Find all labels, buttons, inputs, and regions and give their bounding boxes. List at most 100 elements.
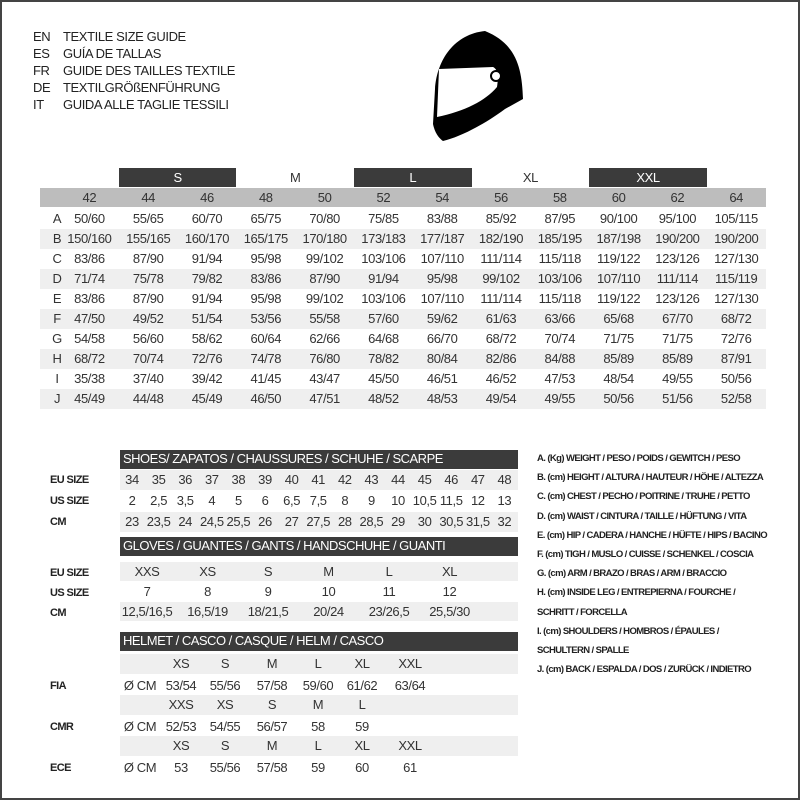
measurement-value: 50/56 bbox=[720, 371, 752, 386]
shoe-size-value: 47 bbox=[470, 472, 485, 487]
row-shading bbox=[120, 470, 518, 490]
measurement-value: 119/122 bbox=[596, 251, 641, 266]
title-text: TEXTILE SIZE GUIDE bbox=[63, 29, 186, 44]
shoe-size-value: 6 bbox=[261, 493, 269, 508]
helmet-size-label: S bbox=[267, 697, 277, 712]
measurement-value: 173/183 bbox=[361, 231, 406, 246]
measurement-value: 49/55 bbox=[662, 371, 693, 386]
measurement-value: 123/126 bbox=[655, 291, 700, 306]
row-label: J bbox=[53, 391, 61, 406]
glove-size-value: 18/21,5 bbox=[247, 604, 289, 619]
title-row: EN TEXTILE SIZE GUIDE bbox=[33, 28, 235, 45]
language-code: FR bbox=[33, 63, 50, 78]
measurement-value: 99/102 bbox=[305, 291, 344, 306]
shoe-size-value: 24,5 bbox=[199, 514, 224, 529]
shoe-size-value: 26 bbox=[258, 514, 272, 529]
shoe-size-value: 25,5 bbox=[226, 514, 251, 529]
measurement-value: 119/122 bbox=[596, 291, 641, 306]
legend-line: C. (cm) CHEST / PECHO / POITRINE / TRUHE… bbox=[537, 491, 750, 503]
measurement-value: 71/75 bbox=[603, 331, 634, 346]
measurement-value: 52/58 bbox=[720, 391, 752, 406]
size-row-shading bbox=[120, 654, 518, 674]
row-label: E bbox=[52, 291, 62, 306]
helmet-size-value: 59 bbox=[311, 760, 325, 775]
helmet-size-label: XS bbox=[172, 738, 190, 753]
measurement-value: 95/98 bbox=[426, 271, 458, 286]
measurement-value: 46/51 bbox=[426, 371, 458, 386]
measurement-value: 177/187 bbox=[420, 231, 465, 246]
measurement-value: 80/84 bbox=[426, 351, 458, 366]
shoe-size-value: 2,5 bbox=[150, 493, 168, 508]
measurement-value: 70/74 bbox=[544, 331, 576, 346]
measurement-value: 47/50 bbox=[74, 311, 105, 326]
measurement-value: 70/80 bbox=[309, 211, 340, 226]
measurement-value: 68/72 bbox=[720, 311, 752, 326]
helmet-size-value: 59 bbox=[355, 719, 369, 734]
shoe-size-value: 12 bbox=[470, 493, 485, 508]
measurement-value: 90/100 bbox=[599, 211, 638, 226]
measurement-value: 50/56 bbox=[603, 391, 634, 406]
measurement-value: 43/47 bbox=[309, 371, 340, 386]
measurement-value: 95/100 bbox=[658, 211, 697, 226]
row-label: CM bbox=[50, 516, 67, 528]
measurement-value: 49/54 bbox=[485, 391, 517, 406]
measurement-value: 51/54 bbox=[191, 311, 223, 326]
glove-size-value: 9 bbox=[264, 584, 272, 599]
size-row-shading bbox=[120, 736, 518, 756]
measurement-value: 44/48 bbox=[132, 391, 164, 406]
helmet-size-value: 63/64 bbox=[394, 678, 426, 693]
measurement-value: 103/106 bbox=[361, 251, 406, 266]
measurement-value: 115/119 bbox=[715, 271, 758, 286]
measurement-value: 55/58 bbox=[309, 311, 340, 326]
size-group-label: XL bbox=[522, 170, 539, 185]
legend-line: H. (cm) INSIDE LEG / ENTREPIERNA / FOURC… bbox=[537, 587, 736, 599]
measurement-value: 87/90 bbox=[132, 291, 164, 306]
helmet-size-label: L bbox=[314, 656, 322, 671]
helmet-size-value: 53/54 bbox=[165, 678, 197, 693]
row-label: C bbox=[52, 251, 62, 266]
measurement-value: 39/42 bbox=[191, 371, 223, 386]
helmet-size-label: M bbox=[266, 656, 278, 671]
row-label: EU SIZE bbox=[50, 567, 89, 579]
helmet-size-value: 61/62 bbox=[346, 678, 378, 693]
measurement-value: 87/90 bbox=[309, 271, 340, 286]
helmet-size-value: 54/55 bbox=[209, 719, 241, 734]
legend-line: G. (cm) ARM / BRAZO / BRAS / ARM / BRACC… bbox=[537, 568, 727, 580]
size-group-xxl bbox=[589, 168, 707, 187]
shoe-size-value: 2 bbox=[128, 493, 136, 508]
shoe-size-value: 43 bbox=[364, 472, 379, 487]
measurement-value: 107/110 bbox=[596, 271, 641, 286]
row-shading bbox=[120, 562, 518, 581]
legend-line: F. (cm) TIGH / MUSLO / CUISSE / SCHENKEL… bbox=[537, 549, 754, 561]
helmet-size-label: L bbox=[314, 738, 322, 753]
language-code: IT bbox=[33, 97, 44, 112]
measurement-value: 190/200 bbox=[714, 231, 759, 246]
shoe-size-value: 30 bbox=[417, 514, 432, 529]
row-label: A bbox=[52, 211, 62, 226]
measurement-value: 54/58 bbox=[74, 331, 105, 346]
size-number: 46 bbox=[200, 190, 214, 205]
legend-line: A. (Kg) WEIGHT / PESO / POIDS / GEWITCH … bbox=[537, 453, 741, 464]
measurement-value: 76/80 bbox=[309, 351, 340, 366]
measurement-value: 58/62 bbox=[191, 331, 223, 346]
measurement-value: 46/52 bbox=[485, 371, 517, 386]
size-number-header bbox=[40, 188, 766, 207]
measurement-value: 62/66 bbox=[309, 331, 340, 346]
measurement-value: 66/70 bbox=[426, 331, 458, 346]
shoe-size-value: 6,5 bbox=[283, 493, 301, 508]
glove-size-value: XL bbox=[441, 564, 458, 579]
size-number: 56 bbox=[494, 190, 508, 205]
measurement-value: 95/98 bbox=[250, 291, 282, 306]
measurement-value: 71/75 bbox=[662, 331, 693, 346]
legend-line: SCHULTERN / SPALLE bbox=[537, 645, 629, 657]
measurement-value: 47/53 bbox=[544, 371, 576, 386]
helmet-size-label: XXL bbox=[398, 656, 422, 671]
size-number: 58 bbox=[552, 190, 567, 205]
measurement-value: 55/65 bbox=[132, 211, 164, 226]
glove-size-value: 20/24 bbox=[313, 604, 344, 619]
helmet-size-value: 52/53 bbox=[165, 719, 197, 734]
measurement-value: 60/64 bbox=[250, 331, 282, 346]
helmet-size-label: M bbox=[312, 697, 324, 712]
row-label: G bbox=[52, 331, 62, 346]
helmet-icon bbox=[433, 31, 523, 141]
